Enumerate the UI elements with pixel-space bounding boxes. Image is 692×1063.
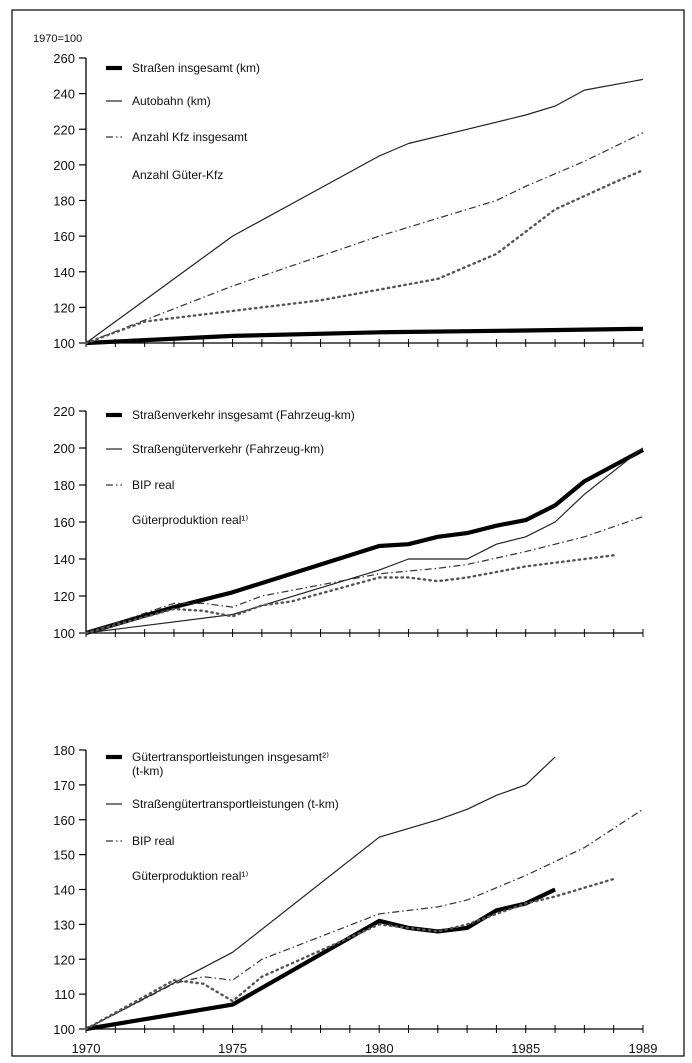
y-tick-label: 120 (53, 952, 75, 967)
legend-label: BIP real (132, 478, 174, 492)
legend-label: Straßengütertransportleistungen (t-km) (132, 797, 339, 811)
y-tick-label: 100 (53, 1022, 75, 1037)
y-tick-label: 110 (54, 987, 75, 1002)
series-top (84, 78, 645, 346)
y-tick-label: 160 (53, 515, 75, 530)
series-bottom (84, 756, 644, 1032)
chart-panel-top: 1970=100 100 120 140 160 180 200 220 240 260 Str… (33, 33, 645, 351)
legend-label: Straßenverkehr insgesamt (Fahrzeug-km) (132, 408, 355, 422)
y-tick-label: 120 (53, 300, 75, 315)
y-tick-label: 100 (53, 626, 75, 641)
y-tick-label: 260 (53, 51, 75, 66)
y-tick-label: 150 (53, 848, 75, 863)
legend-middle: Straßenverkehr insgesamt (Fahrzeug-km) St… (106, 408, 355, 527)
legend-label: Anzahl Güter-Kfz (132, 168, 223, 182)
y-tick-label: 180 (53, 478, 75, 493)
y-tick-label: 140 (53, 265, 75, 280)
legend-label: BIP real (132, 834, 174, 848)
legend-bottom: Gütertransportleistungen insgesamt²⁾ (t-k… (106, 750, 339, 883)
axes-top: 100 120 140 160 180 200 220 240 260 (53, 51, 644, 351)
legend-label: Straßengüterverkehr (Fahrzeug-km) (132, 442, 324, 456)
y-tick-label: 180 (53, 743, 75, 758)
series-line (84, 168, 645, 345)
chart-panel-bottom: 100 110 120 130 140 150 160 170 180 1970 1975 1980 1… (53, 743, 657, 1056)
series-line (85, 448, 644, 636)
axes-bottom: 100 110 120 130 140 150 160 170 180 1970 1975 1980 1… (53, 743, 657, 1056)
legend-label: Autobahn (km) (132, 94, 211, 108)
y-tick-label: 200 (53, 158, 75, 173)
y-tick-label: 120 (53, 589, 75, 604)
y-tick-label: 130 (53, 917, 75, 932)
series-line (85, 447, 644, 634)
y-tick-label: 140 (53, 552, 75, 567)
series-line (85, 756, 556, 1030)
figure-border (11, 9, 685, 1057)
y-tick-label: 220 (53, 404, 75, 419)
legend-top: Straßen insgesamt (km) Autobahn (km) Anzah… (106, 61, 260, 182)
legend-label: Güterproduktion real¹⁾ (132, 513, 248, 527)
x-tick-label: 1970 (72, 1041, 101, 1056)
legend-label: Straßen insgesamt (km) (132, 61, 260, 75)
x-tick-label: 1980 (365, 1041, 394, 1056)
series-line (84, 554, 615, 635)
y-tick-label: 200 (53, 441, 75, 456)
y-tick-label: 170 (53, 778, 75, 793)
y-tick-label: 100 (53, 336, 75, 351)
series-line (85, 515, 644, 634)
series-line (85, 808, 644, 1030)
unit-label: 1970=100 (33, 33, 82, 45)
y-tick-label: 140 (53, 883, 75, 898)
legend-label: Anzahl Kfz insgesamt (132, 130, 248, 144)
series-line (85, 887, 557, 1032)
x-tick-label: 1989 (629, 1041, 658, 1056)
x-tick-label: 1975 (218, 1041, 247, 1056)
axes-middle: 100 120 140 160 180 200 220 (53, 404, 644, 641)
y-tick-label: 160 (53, 813, 75, 828)
chart-panel-middle: 100 120 140 160 180 200 220 Straßenverkehr ins… (53, 404, 644, 641)
x-tick-label: 1985 (511, 1041, 540, 1056)
series-line (85, 78, 644, 344)
legend-label: Güterproduktion real¹⁾ (132, 869, 248, 883)
legend-label: Gütertransportleistungen insgesamt²⁾ (t-k… (132, 750, 329, 778)
y-tick-label: 180 (53, 194, 75, 209)
series-line (85, 326, 644, 346)
y-tick-label: 160 (53, 229, 75, 244)
y-tick-label: 240 (53, 87, 75, 102)
series-line (84, 877, 615, 1031)
series-middle (84, 447, 644, 636)
y-tick-label: 220 (53, 122, 75, 137)
